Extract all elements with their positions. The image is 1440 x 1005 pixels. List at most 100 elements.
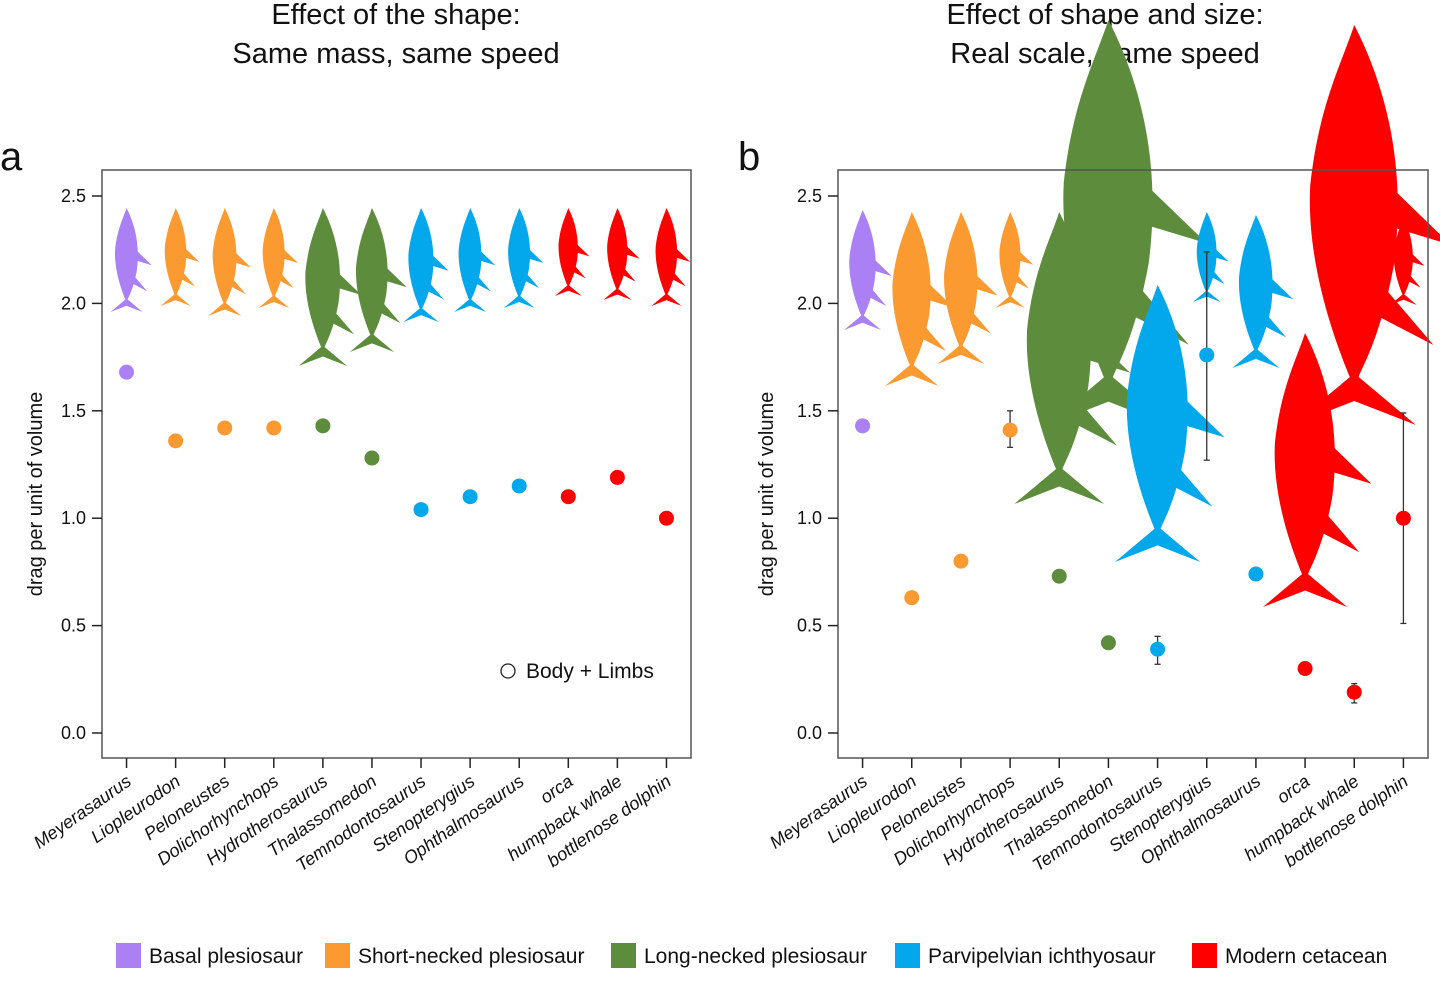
flipper-shape xyxy=(280,246,298,263)
data-point xyxy=(168,433,184,449)
flipper-shape xyxy=(970,269,998,296)
flipper-shape xyxy=(1016,248,1034,265)
flipper-shape xyxy=(574,241,590,257)
animal-silhouette-icon xyxy=(208,208,242,316)
animal-silhouette-icon xyxy=(1114,285,1201,562)
data-point xyxy=(1346,684,1362,700)
panel-b: Effect of shape and size:Real scale, sam… xyxy=(738,0,1440,875)
y-tick-label: 0.5 xyxy=(61,616,86,636)
flipper-shape xyxy=(1175,390,1225,438)
animal-silhouette-icon xyxy=(503,208,535,308)
data-point xyxy=(1100,635,1116,651)
animal-silhouette-icon xyxy=(454,208,487,312)
flipper-shape xyxy=(967,306,992,334)
data-point xyxy=(1248,566,1264,582)
flipper-shape xyxy=(1169,456,1213,507)
panel-label: b xyxy=(738,135,760,179)
animal-silhouette-icon xyxy=(651,208,682,306)
flipper-shape xyxy=(1409,251,1425,266)
animal-silhouette-icon xyxy=(349,208,395,352)
flipper-shape xyxy=(1323,437,1372,484)
flipper-shape xyxy=(278,270,294,288)
flipper-shape xyxy=(919,319,947,352)
data-point xyxy=(364,450,380,466)
data-point xyxy=(266,420,282,436)
panel-label: a xyxy=(0,135,23,179)
flipper-shape xyxy=(426,278,444,300)
data-point xyxy=(1199,347,1215,363)
data-point xyxy=(315,418,331,434)
animal-silhouette-icon xyxy=(937,212,985,364)
flipper-shape xyxy=(1072,393,1118,446)
panel-a: Effect of the shape: Same mass, same spee… xyxy=(0,0,692,875)
animal-silhouette-icon xyxy=(844,210,882,330)
flipper-shape xyxy=(133,247,152,266)
animal-silhouette-icon xyxy=(1232,215,1280,368)
animal-silhouette-icon xyxy=(403,208,439,322)
chart-title-line: Effect of shape and size: xyxy=(946,0,1263,31)
annotation-text: Body + Limbs xyxy=(526,660,654,683)
animal-silhouette-icon xyxy=(110,208,143,312)
animal-silhouette-icon xyxy=(554,208,582,296)
flipper-shape xyxy=(476,247,496,266)
flipper-shape xyxy=(231,249,251,268)
animal-silhouette-icon xyxy=(995,212,1025,308)
animal-silhouette-icon xyxy=(603,208,632,300)
flipper-shape xyxy=(381,262,407,288)
flipper-shape xyxy=(623,242,640,259)
flipper-shape xyxy=(670,268,686,287)
annotation-marker-icon xyxy=(500,663,516,679)
flipper-shape xyxy=(672,245,691,262)
data-point xyxy=(1297,661,1313,677)
flipper-shape xyxy=(474,272,491,292)
animal-silhouette-icon xyxy=(258,208,290,308)
data-point xyxy=(904,590,920,606)
flipper-shape xyxy=(1126,271,1189,345)
legend-label: Parvipelvian ichthyosaur xyxy=(928,945,1156,968)
flipper-shape xyxy=(525,246,544,263)
plot-frame xyxy=(837,169,1429,759)
flipper-shape xyxy=(333,268,362,295)
flipper-shape xyxy=(179,268,196,287)
flipper-shape xyxy=(428,251,449,271)
data-point xyxy=(462,489,478,505)
data-point xyxy=(217,420,233,436)
y-tick-label: 1.0 xyxy=(61,508,86,528)
flipper-shape xyxy=(1135,174,1207,244)
flipper-shape xyxy=(378,297,401,324)
data-point xyxy=(413,502,429,518)
y-tick-label: 2.5 xyxy=(797,186,822,206)
flipper-shape xyxy=(523,270,540,288)
data-point xyxy=(119,364,135,380)
flipper-shape xyxy=(1212,246,1229,262)
legend-label: Modern cetacean xyxy=(1225,945,1387,968)
flipper-shape xyxy=(1262,309,1287,338)
flipper-shape xyxy=(1407,271,1421,288)
chart-title-line: Same mass, same speed xyxy=(232,38,559,70)
data-point xyxy=(1002,422,1018,438)
y-tick-label: 0.0 xyxy=(61,723,86,743)
legend-swatch xyxy=(1192,943,1217,968)
y-tick-label: 2.0 xyxy=(61,293,86,313)
legend-swatch xyxy=(895,943,920,968)
flipper-shape xyxy=(229,274,247,295)
flipper-shape xyxy=(867,284,887,306)
animal-silhouette-icon xyxy=(1292,25,1416,425)
y-axis-label: drag per unit of volume xyxy=(25,392,47,597)
legend-label: Basal plesiosaur xyxy=(149,945,303,968)
data-point xyxy=(855,418,871,434)
animal-silhouette-icon xyxy=(160,208,191,306)
y-tick-label: 2.0 xyxy=(797,293,822,313)
data-point xyxy=(1395,510,1411,526)
flipper-shape xyxy=(131,272,148,292)
y-tick-label: 0.0 xyxy=(797,723,822,743)
y-axis-label: drag per unit of volume xyxy=(756,392,778,597)
flipper-shape xyxy=(621,265,636,282)
legend-swatch xyxy=(611,943,636,968)
legend-swatch xyxy=(325,943,350,968)
flipper-shape xyxy=(182,245,200,262)
animal-silhouette-icon xyxy=(1045,20,1171,426)
y-tick-label: 1.5 xyxy=(797,401,822,421)
data-point xyxy=(1051,568,1067,584)
